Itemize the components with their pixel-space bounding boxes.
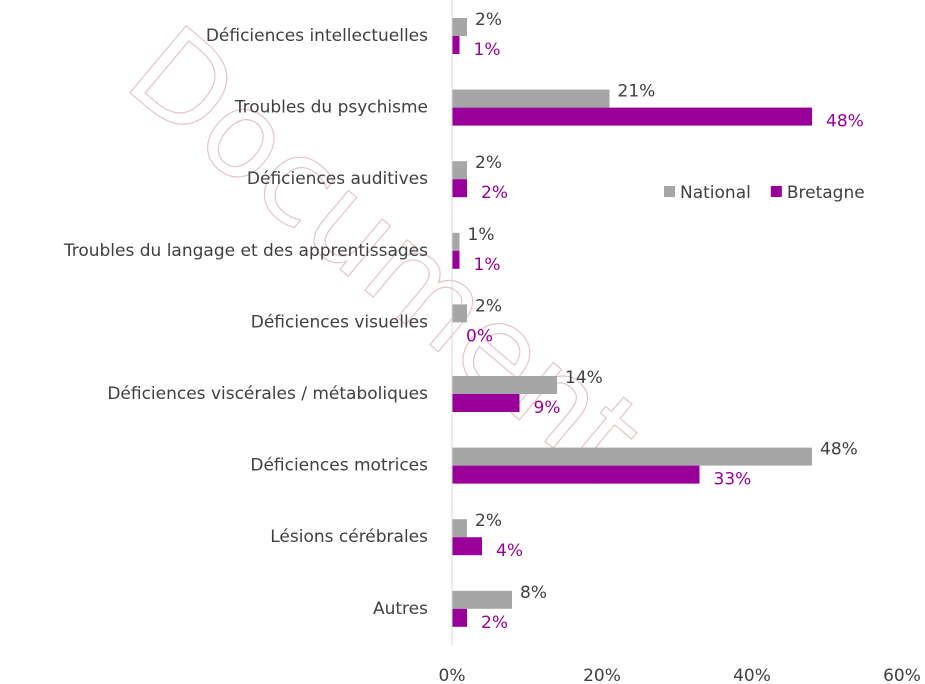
bar	[452, 590, 512, 609]
bar	[452, 537, 482, 556]
x-tick-label: 0%	[439, 666, 466, 684]
data-label: 1%	[474, 40, 501, 60]
data-label: 48%	[820, 440, 858, 460]
bar	[452, 179, 467, 198]
y-tick-label: Autres	[373, 599, 428, 619]
y-tick-label: Troubles du psychisme	[234, 98, 428, 118]
x-tick-label: 40%	[733, 666, 771, 684]
bar	[452, 376, 557, 394]
legend-label: National	[680, 183, 751, 203]
x-tick-label: 60%	[883, 666, 921, 684]
bar	[452, 465, 700, 484]
data-label: 33%	[714, 470, 752, 490]
y-tick-label: Troubles du langage et des apprentissage…	[63, 241, 428, 261]
bar	[452, 304, 467, 323]
data-label: 8%	[520, 583, 547, 603]
bar	[452, 394, 520, 412]
y-tick-label: Déficiences viscérales / métaboliques	[107, 384, 428, 404]
bar	[452, 107, 812, 126]
data-label: 0%	[466, 326, 493, 346]
data-label: 2%	[475, 296, 502, 316]
bar	[452, 89, 610, 108]
bar	[452, 161, 467, 180]
bar	[452, 18, 467, 36]
data-label: 4%	[496, 541, 523, 561]
data-label: 2%	[475, 511, 502, 531]
y-tick-label: Lésions cérébrales	[270, 527, 428, 547]
data-label: 1%	[474, 255, 501, 275]
data-label: 9%	[534, 398, 561, 418]
bar	[452, 36, 460, 54]
bar	[452, 250, 460, 269]
data-label: 2%	[481, 183, 508, 203]
legend-swatch	[770, 186, 782, 197]
data-label: 2%	[475, 153, 502, 173]
data-label: 2%	[481, 613, 508, 633]
data-label: 48%	[826, 112, 864, 132]
y-tick-label: Déficiences auditives	[247, 169, 428, 189]
data-label: 14%	[565, 368, 603, 388]
y-tick-label: Déficiences intellectuelles	[206, 26, 428, 46]
legend-swatch	[664, 186, 675, 197]
y-tick-label: Déficiences motrices	[250, 456, 428, 476]
legend-label: Bretagne	[787, 183, 865, 203]
x-tick-label: 20%	[583, 666, 621, 684]
data-label: 21%	[618, 82, 656, 102]
bar	[452, 519, 467, 538]
y-tick-label: Déficiences visuelles	[251, 312, 428, 332]
data-label: 2%	[475, 10, 502, 30]
bar	[452, 447, 812, 466]
bar	[452, 608, 467, 627]
data-label: 1%	[468, 225, 495, 245]
bar	[452, 232, 460, 251]
